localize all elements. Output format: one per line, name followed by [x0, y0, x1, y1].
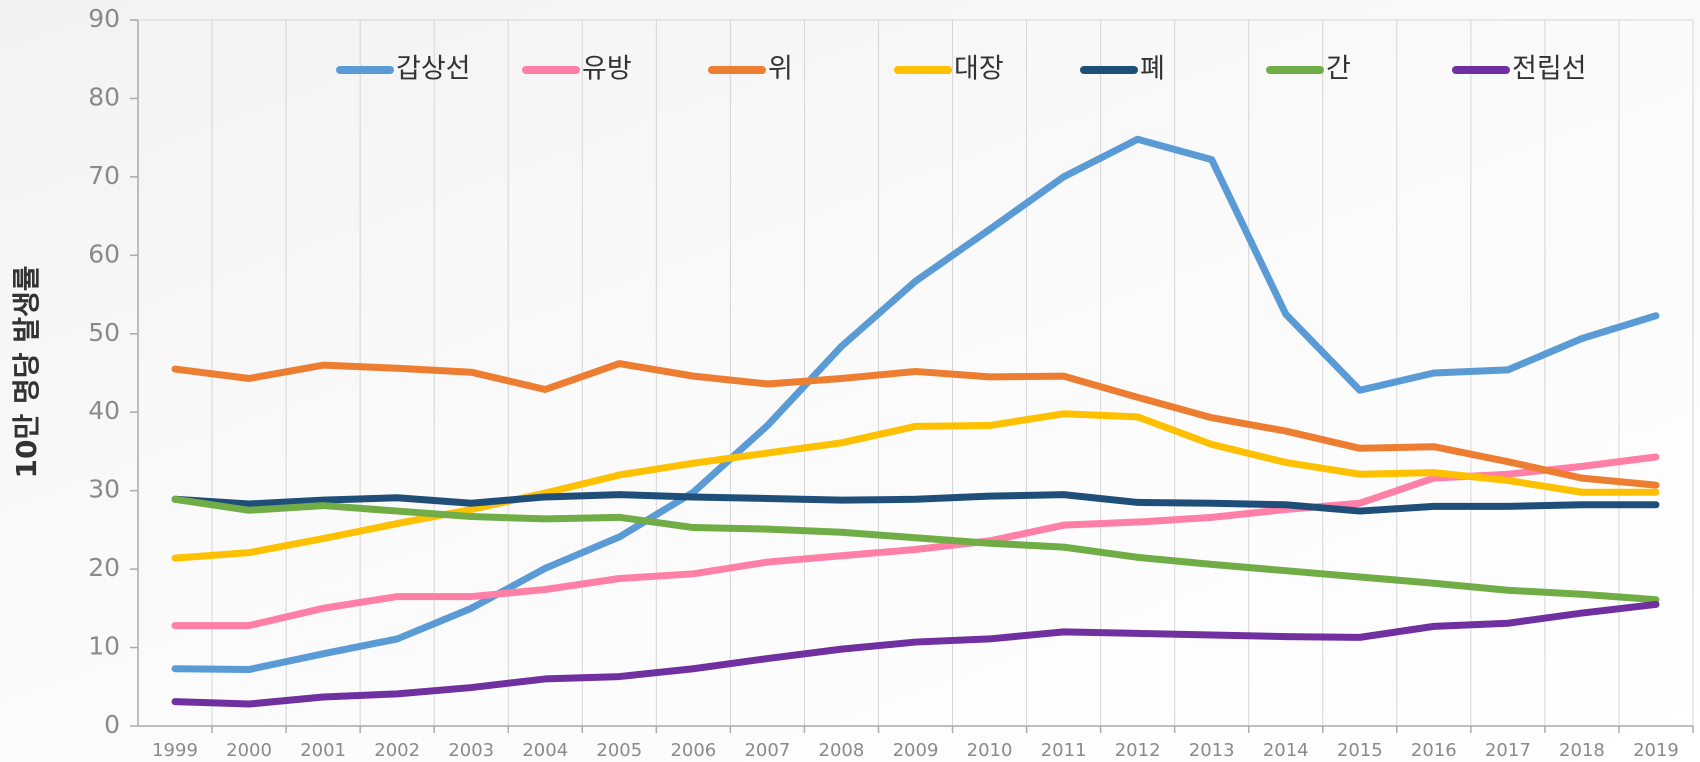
y-tick-label: 30 — [88, 475, 120, 504]
legend-label: 간 — [1326, 54, 1351, 85]
y-tick-label: 60 — [88, 239, 120, 268]
series-line — [171, 360, 1660, 489]
x-tick-label: 2012 — [1115, 740, 1161, 761]
x-tick-label: 2003 — [448, 740, 494, 761]
legend-label: 대장 — [954, 54, 1004, 85]
x-tick-label: 2018 — [1559, 740, 1605, 761]
y-tick-label: 70 — [88, 161, 120, 190]
x-tick-label: 2001 — [300, 740, 346, 761]
x-tick-label: 2008 — [819, 740, 865, 761]
y-tick-label: 50 — [88, 318, 120, 347]
series-line — [171, 600, 1660, 708]
y-tick-label: 40 — [88, 396, 120, 425]
x-tick-label: 2010 — [967, 740, 1013, 761]
x-tick-label: 2015 — [1337, 740, 1383, 761]
series-line — [171, 135, 1660, 674]
x-tick-label: 2005 — [596, 740, 642, 761]
x-tick-label: 2011 — [1041, 740, 1087, 761]
series-line — [171, 491, 1660, 515]
x-tick-label: 2019 — [1633, 740, 1679, 761]
legend-label: 폐 — [1140, 54, 1165, 85]
x-tick-label: 2009 — [893, 740, 939, 761]
x-tick-label: 2006 — [670, 740, 716, 761]
y-tick-label: 20 — [88, 553, 120, 582]
x-tick-label: 2000 — [226, 740, 272, 761]
legend-label: 유방 — [582, 54, 632, 85]
y-axis-label: 10만 명당 발생률 — [10, 265, 43, 478]
x-tick-label: 2017 — [1485, 740, 1531, 761]
x-tick-label: 2013 — [1189, 740, 1235, 761]
x-tick-label: 2016 — [1411, 740, 1457, 761]
y-tick-label: 0 — [104, 710, 120, 739]
legend-label: 위 — [768, 54, 793, 85]
y-tick-label: 90 — [88, 4, 120, 33]
series-line — [171, 453, 1660, 630]
x-tick-label: 2002 — [374, 740, 420, 761]
x-tick-label: 2014 — [1263, 740, 1309, 761]
x-tick-label: 1999 — [152, 740, 198, 761]
legend-label: 갑상선 — [396, 54, 471, 85]
x-tick-label: 2004 — [522, 740, 568, 761]
x-tick-label: 2007 — [744, 740, 790, 761]
y-tick-label: 80 — [88, 82, 120, 111]
y-tick-label: 10 — [88, 632, 120, 661]
series-line — [171, 410, 1660, 562]
series-line — [171, 495, 1660, 604]
legend-label: 전립선 — [1512, 54, 1587, 85]
